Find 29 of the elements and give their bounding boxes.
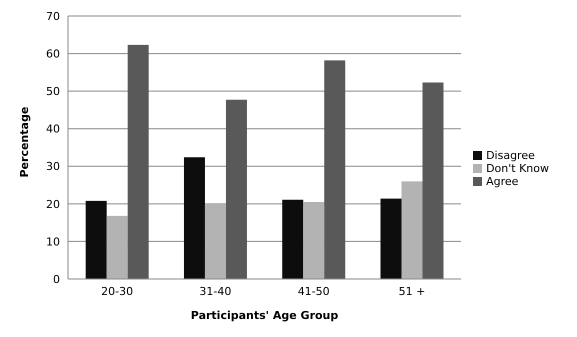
legend-label: Disagree: [486, 149, 535, 162]
bar: [106, 216, 128, 279]
y-tick-label: 50: [46, 85, 60, 98]
x-tick-label: 41-50: [298, 284, 330, 298]
legend-label: Don't Know: [486, 162, 549, 175]
bar: [86, 200, 107, 279]
y-tick-label: 40: [46, 122, 60, 136]
bar: [282, 200, 304, 279]
bar: [380, 198, 402, 279]
bar: [226, 100, 247, 279]
bar: [303, 202, 324, 279]
bar: [401, 181, 422, 279]
x-tick-label: 51 +: [398, 284, 426, 298]
bar: [422, 82, 444, 279]
y-tick-label: 20: [46, 198, 60, 211]
y-tick-label: 0: [53, 272, 60, 286]
legend-label: Agree: [486, 175, 518, 188]
y-tick-label: 10: [46, 235, 60, 248]
y-tick-label: 70: [46, 10, 60, 23]
x-axis-title: Participants' Age Group: [190, 309, 338, 322]
bar: [204, 204, 226, 279]
bar: [324, 60, 346, 279]
y-axis-title: Percentage: [18, 106, 31, 178]
bar: [128, 44, 149, 279]
y-tick-label: 60: [46, 47, 60, 60]
x-tick-label: 31-40: [199, 284, 232, 298]
x-tick-label: 20-30: [101, 284, 134, 298]
y-tick-label: 30: [46, 160, 60, 174]
bar: [184, 157, 205, 279]
